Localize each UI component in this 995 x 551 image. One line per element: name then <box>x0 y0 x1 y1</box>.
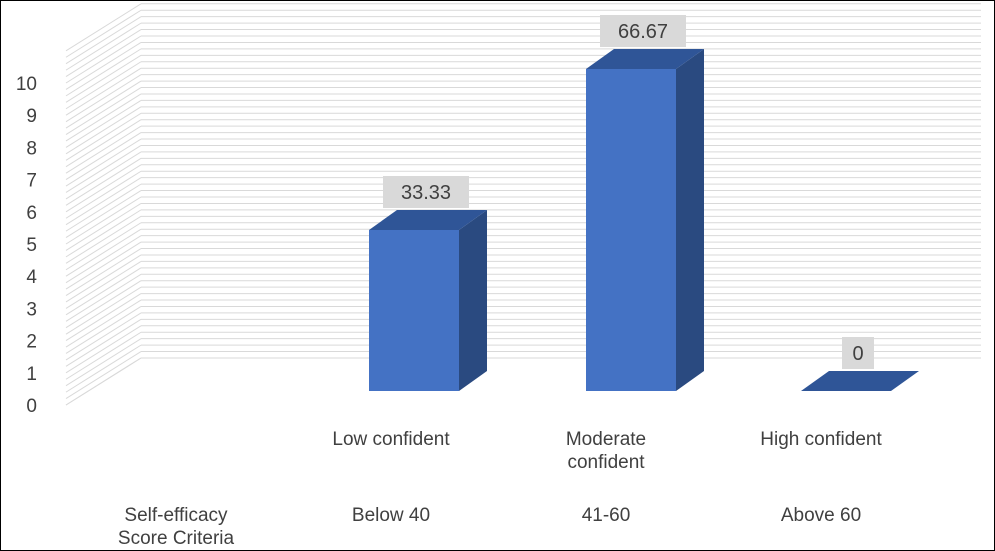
gridline-side <box>65 87 142 135</box>
gridline-side <box>65 54 142 103</box>
gridline-side <box>65 299 142 348</box>
gridline-side <box>65 306 142 354</box>
gridline-side <box>65 177 142 226</box>
gridline-side <box>65 67 142 116</box>
gridline-side <box>65 196 142 245</box>
y-tick-label: 5 <box>26 235 37 256</box>
bar-top <box>801 371 919 391</box>
gridline-side <box>65 312 142 361</box>
data-label: 66.67 <box>618 21 668 43</box>
category-label-high: High confident <box>760 429 882 450</box>
gridline-side <box>65 93 142 142</box>
gridline-side <box>65 16 142 65</box>
gridline-side <box>65 29 142 77</box>
gridline-side <box>65 344 142 393</box>
bar-side <box>459 210 487 391</box>
score-range-high: Above 60 <box>780 505 862 526</box>
y-tick-label: 2 <box>26 332 37 353</box>
gridline-side <box>65 170 142 219</box>
gridline-side <box>65 325 142 374</box>
y-tick-label: 10 <box>16 74 37 95</box>
gridline-side <box>65 151 142 200</box>
gridline-side <box>65 293 142 342</box>
gridline-side <box>65 145 142 193</box>
data-label: 0 <box>852 343 863 365</box>
gridline-side <box>65 99 142 148</box>
gridline-side <box>65 222 142 271</box>
score-criteria-header: Self-efficacy Score Criteria <box>117 505 235 549</box>
data-label-box <box>600 15 686 47</box>
y-tick-label: 4 <box>26 267 37 288</box>
bar-front <box>369 230 459 391</box>
gridline-side <box>65 338 142 387</box>
gridline-side <box>65 228 142 277</box>
gridline-side <box>65 3 142 52</box>
y-tick-label: 6 <box>26 203 37 224</box>
gridline-side <box>65 132 142 181</box>
gridline-side <box>65 241 142 290</box>
gridline-side <box>65 42 142 90</box>
y-tick-label: 3 <box>26 299 37 320</box>
gridline-side <box>65 119 142 168</box>
gridline-side <box>65 35 142 84</box>
gridline-side <box>65 209 142 258</box>
data-label: 33.33 <box>401 182 451 204</box>
y-tick-label: 9 <box>26 106 37 127</box>
gridline-side <box>65 260 142 309</box>
y-tick-label: 1 <box>26 364 37 385</box>
gridline-side <box>65 125 142 174</box>
gridline-side <box>65 286 142 335</box>
y-tick-label: 8 <box>26 138 37 159</box>
gridline-side <box>65 248 142 296</box>
category-label-moderate: Moderate confident <box>565 429 647 473</box>
bar-top <box>369 210 487 230</box>
bar-side <box>676 49 704 391</box>
gridline-side <box>65 254 142 303</box>
gridline-side <box>65 9 142 58</box>
gridline-side <box>65 351 142 399</box>
score-range-moderate: 41-60 <box>581 505 631 526</box>
gridline-side <box>65 48 142 97</box>
gridline-side <box>65 235 142 284</box>
gridline-side <box>65 74 142 123</box>
gridline-side <box>65 61 142 110</box>
y-tick-label: 0 <box>26 396 37 417</box>
floor-edge <box>65 357 142 406</box>
gridline-side <box>65 190 142 238</box>
gridline-side <box>65 164 142 213</box>
gridline-side <box>65 157 142 206</box>
gridline-side <box>65 80 142 129</box>
gridline-side <box>65 215 142 264</box>
gridline-side <box>65 112 142 161</box>
score-range-low: Below 40 <box>351 505 431 526</box>
gridline-side <box>65 138 142 187</box>
data-label-box <box>842 337 874 369</box>
gridline-side <box>65 273 142 322</box>
gridline-side <box>65 106 142 155</box>
gridline-side <box>65 22 142 71</box>
data-label-box <box>383 176 469 208</box>
gridline-side <box>65 280 142 329</box>
gridline-side <box>65 183 142 232</box>
gridline-side <box>65 267 142 316</box>
category-label-low: Low confident <box>332 429 450 450</box>
gridline-side <box>65 331 142 380</box>
gridline-side <box>65 203 142 251</box>
gridline-side <box>65 318 142 367</box>
bar-front <box>586 69 676 391</box>
y-tick-label: 7 <box>26 171 37 192</box>
bar-top <box>586 49 704 69</box>
